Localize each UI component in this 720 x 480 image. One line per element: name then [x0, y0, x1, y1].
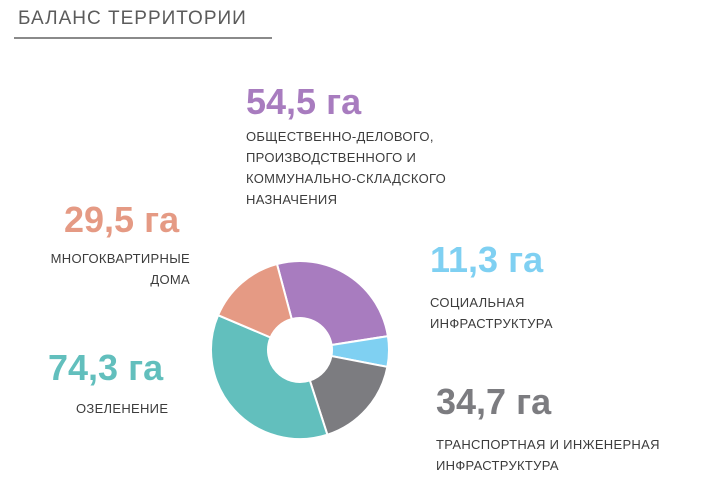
value-apartments: 29,5 га	[64, 199, 180, 240]
slice-apartments	[216, 262, 293, 339]
slice-greenery	[210, 313, 329, 440]
value-public-business: 54,5 га	[246, 81, 362, 122]
value-social: 11,3 га	[430, 239, 544, 280]
title-underline	[14, 37, 272, 39]
slice-public-business	[275, 260, 390, 347]
value-greenery: 74,3 га	[48, 347, 164, 388]
value-transport: 34,7 га	[436, 381, 552, 422]
label-public-business: ОБЩЕСТВЕННО-ДЕЛОВОГО, ПРОИЗВОДСТВЕННОГО …	[246, 129, 447, 207]
page-title: БАЛАНС ТЕРРИТОРИИ	[18, 8, 247, 29]
label-transport: ТРАНСПОРТНАЯ И ИНЖЕНЕРНАЯ ИНФРАСТРУКТУРА	[436, 437, 660, 473]
label-social: СОЦИАЛЬНАЯ ИНФРАСТРУКТУРА	[430, 295, 553, 331]
slice-transport	[308, 354, 389, 436]
label-greenery: ОЗЕЛЕНЕНИЕ	[76, 401, 169, 416]
label-apartments: МНОГОКВАРТИРНЫЕ ДОМА	[50, 251, 190, 287]
